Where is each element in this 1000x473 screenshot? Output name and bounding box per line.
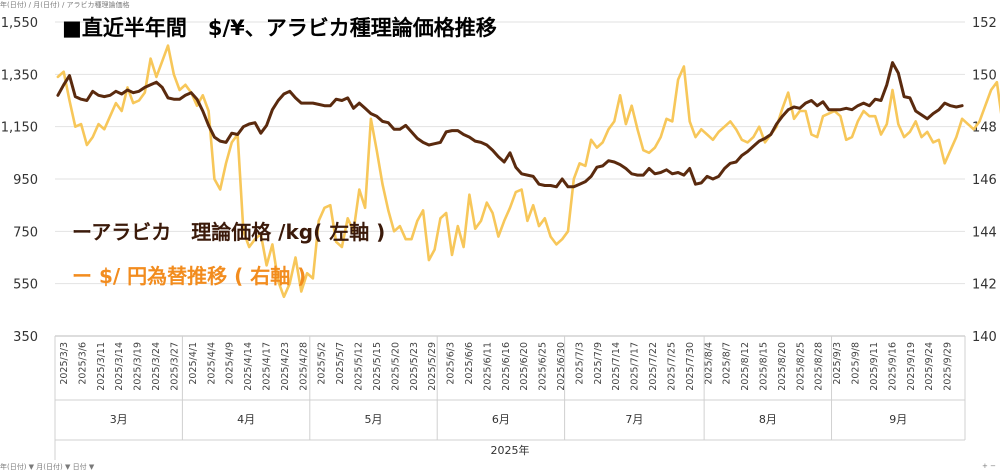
x-tick-label: 2025/6/16 (501, 342, 512, 391)
right-tick-label: 140 (972, 330, 997, 345)
x-tick-label: 2025/4/4 (206, 342, 217, 385)
zoom-controls[interactable]: + − (982, 462, 996, 470)
x-tick-label: 2025/5/29 (427, 342, 438, 391)
right-tick-label: 146 (972, 173, 997, 188)
right-tick-label: 142 (972, 278, 997, 293)
x-tick-label: 2025/3/24 (151, 342, 162, 391)
x-tick-label: 2025/4/9 (225, 342, 236, 385)
x-axis: 2025/3/3 2025/3/6 2025/3/11 2025/3/14 2025/3… (54, 335, 966, 460)
series-line-usdjpy (56, 44, 1000, 299)
chart-title: ■直近半年間 $/¥、アラビカ種理論価格推移 (62, 16, 497, 40)
x-tick-label: 2025/4/28 (298, 342, 309, 391)
left-tick-label: 750 (13, 225, 38, 240)
month-label: 3月 (110, 413, 128, 426)
x-tick-label: 2025/3/19 (133, 342, 144, 391)
x-tick-label: 2025/3/3 (59, 342, 70, 385)
x-tick-label: 2025/4/1 (188, 342, 199, 385)
left-tick-label: 1,150 (1, 121, 38, 136)
month-label: 8月 (759, 413, 777, 426)
x-tick-label: 2025/8/20 (777, 342, 788, 391)
left-tick-label: 1,550 (1, 16, 38, 31)
x-tick-label: 2025/7/30 (685, 342, 696, 391)
x-tick-label: 2025/5/12 (354, 342, 365, 391)
x-tick-label: 2025/4/17 (261, 342, 272, 391)
month-label: 9月 (889, 413, 907, 426)
x-tick-label: 2025/6/6 (464, 342, 475, 385)
x-tick-label: 2025/9/29 (943, 342, 954, 391)
x-tick-label: 2025/9/24 (924, 342, 935, 391)
left-tick-label: 550 (13, 278, 38, 293)
x-tick-label: 2025/5/23 (409, 342, 420, 391)
x-tick-label: 2025/7/25 (666, 342, 677, 391)
month-label: 4月 (237, 413, 255, 426)
month-label: 5月 (365, 413, 383, 426)
x-tick-label: 2025/5/2 (317, 342, 328, 385)
x-tick-label: 2025/5/20 (390, 342, 401, 391)
x-tick-label: 2025/8/25 (795, 342, 806, 391)
legend-arabica: ーアラビカ 理論価格 /kg( 左軸 ) (72, 220, 386, 244)
x-tick-label: 2025/6/20 (519, 342, 530, 391)
series-lines (56, 44, 1000, 299)
right-tick-label: 152 (972, 16, 997, 31)
x-tick-label: 2025/7/14 (611, 342, 622, 391)
x-tick-label: 2025/7/22 (648, 342, 659, 391)
x-tick-label: 2025/8/4 (703, 342, 714, 385)
x-tick-label: 2025/6/11 (482, 342, 493, 391)
x-tick-label: 2025/6/3 (446, 342, 457, 385)
x-tick-label: 2025/5/15 (372, 342, 383, 391)
x-tick-label: 2025/8/15 (759, 342, 770, 391)
x-tick-label: 2025/3/11 (96, 342, 107, 391)
legend-usdjpy: ー $/ 円為替推移 ( 右軸 ) (72, 264, 307, 288)
month-label: 7月 (625, 413, 643, 426)
x-tick-label: 2025/8/28 (814, 342, 825, 391)
x-tick-label: 2025/9/16 (887, 342, 898, 391)
x-axis-title: 2025年 (491, 443, 530, 457)
excel-filter-buttons[interactable]: 年(日付) ▼ 月(日付) ▼ 日付 ▼ (0, 463, 95, 471)
gridlines (55, 21, 965, 337)
month-label: 6月 (492, 413, 510, 426)
x-tick-label: 2025/3/14 (114, 342, 125, 391)
x-tick-label: 2025/4/14 (243, 342, 254, 391)
x-tick-label: 2025/8/12 (740, 342, 751, 391)
x-tick-label: 2025/9/3 (832, 342, 843, 385)
x-tick-label: 2025/9/19 (906, 342, 917, 391)
x-tick-label: 2025/8/7 (722, 342, 733, 385)
x-tick-label: 2025/7/9 (593, 342, 604, 385)
left-tick-label: 1,350 (1, 68, 38, 83)
x-tick-label: 2025/7/17 (630, 342, 641, 391)
x-tick-label: 2025/6/25 (538, 342, 549, 391)
x-tick-label: 2025/4/23 (280, 342, 291, 391)
x-tick-label: 2025/5/7 (335, 342, 346, 385)
x-tick-label: 2025/3/27 (169, 342, 180, 391)
x-tick-label: 2025/9/11 (869, 342, 880, 391)
right-tick-label: 144 (972, 225, 997, 240)
x-tick-label: 2025/6/30 (556, 342, 567, 391)
left-axis: 350 550 750 950 1,150 1,350 1,550 (1, 16, 38, 345)
right-tick-label: 150 (972, 68, 997, 83)
x-tick-label: 2025/9/8 (851, 342, 862, 385)
x-tick-label: 2025/7/3 (574, 342, 585, 385)
left-tick-label: 350 (13, 330, 38, 345)
series-line-arabica (56, 61, 964, 189)
left-tick-label: 950 (13, 173, 38, 188)
x-tick-label: 2025/3/6 (77, 342, 88, 385)
excel-field-buttons[interactable]: 年(日付) / 月(日付) / アラビカ種理論価格 (0, 1, 130, 9)
